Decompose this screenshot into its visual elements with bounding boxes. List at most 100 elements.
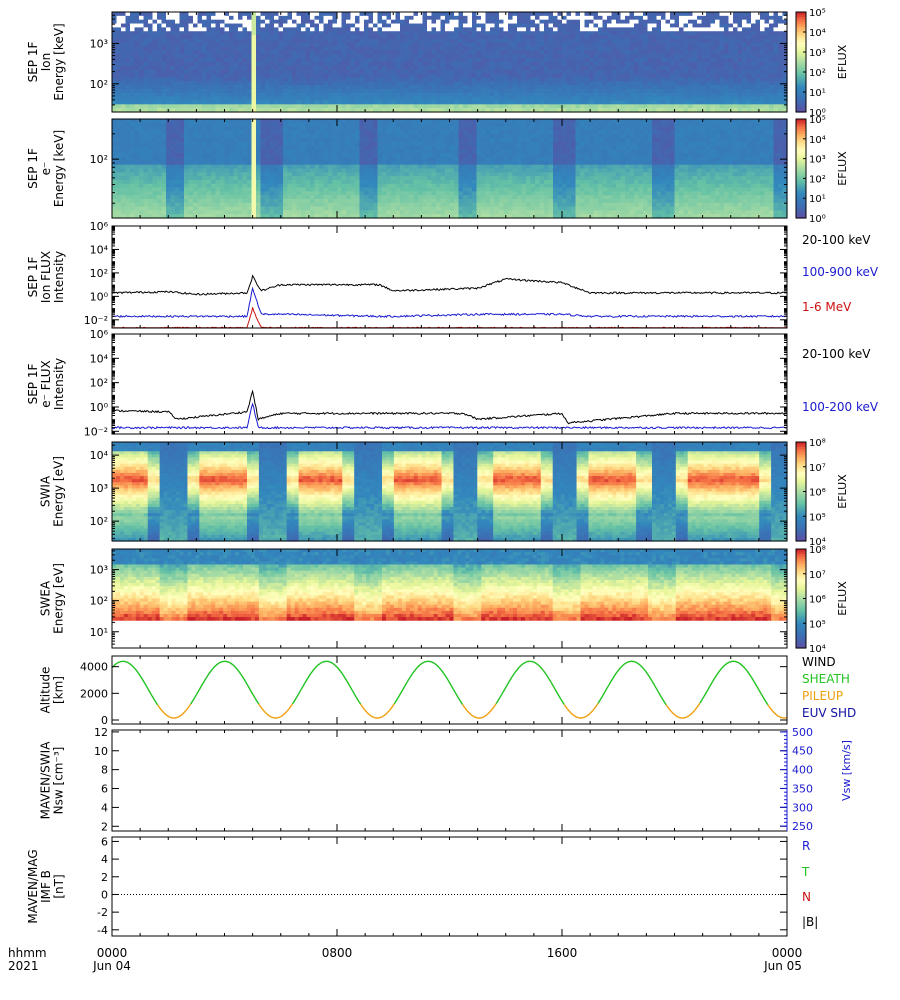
sep_e_spec-pixel — [175, 172, 181, 177]
sep_ion_spec-pixel — [211, 104, 217, 109]
sep_e_spec-pixel — [238, 214, 244, 219]
sep_e_spec-pixel — [143, 195, 149, 200]
sep_ion_spec-pixel — [719, 42, 725, 48]
sep_ion_spec-pixel — [184, 81, 190, 86]
sep_ion_spec-pixel — [773, 65, 779, 71]
sep_e_spec-pixel — [125, 191, 131, 196]
sep_e_spec-pixel — [202, 187, 208, 192]
sep_ion_spec-pixel — [422, 42, 428, 48]
sep_ion_spec-pixel — [539, 73, 545, 78]
plot-data-layer — [111, 12, 788, 895]
sep_ion_spec-pixel — [391, 100, 397, 105]
sep_ion_spec-pixel — [535, 31, 541, 36]
sep_ion_spec-pixel — [724, 38, 730, 44]
sep_e_spec-pixel — [166, 149, 172, 154]
sep_e_spec-pixel — [193, 214, 199, 219]
sep_e_spec-pixel — [112, 214, 118, 219]
sep_ion_spec-pixel — [625, 81, 631, 86]
sep_ion_spec-pixel — [148, 88, 154, 94]
sep_ion_spec-pixel — [728, 92, 734, 98]
sep_ion_spec-pixel — [778, 108, 784, 113]
sep_ion_spec-pixel — [130, 65, 136, 71]
sep_ion_spec-pixel — [742, 12, 748, 17]
sep_ion_spec-pixel — [674, 38, 680, 44]
sep_ion_spec-pixel — [697, 58, 703, 63]
sep_e_spec-pixel — [206, 206, 212, 211]
sep_ion_spec-pixel — [395, 73, 401, 78]
sep_ion_spec-pixel — [769, 92, 775, 98]
sep_ion_spec-pixel — [616, 104, 622, 109]
sep_e_spec-pixel — [152, 145, 158, 151]
sep_ion_spec-pixel — [449, 96, 455, 102]
sep_ion_spec-pixel — [301, 42, 307, 48]
sep_ion_spec-pixel — [616, 62, 622, 67]
sep_e_spec-pixel — [242, 202, 248, 208]
sep_e_spec-pixel — [188, 134, 194, 139]
sep_ion_spec-pixel — [157, 27, 163, 32]
sep_ion_spec-pixel — [764, 65, 770, 71]
sep_ion_spec-pixel — [481, 81, 487, 86]
sep_ion_spec-pixel — [769, 100, 775, 105]
sep_ion_spec-pixel — [341, 38, 347, 44]
sep_ion_spec-pixel — [269, 54, 275, 59]
sep_ion_spec-pixel — [166, 19, 172, 25]
sep_ion_spec-pixel — [152, 15, 158, 21]
sep_e_spec-pixel — [242, 141, 248, 147]
sep_ion_spec-pixel — [724, 23, 730, 28]
sep_ion_spec-pixel — [643, 62, 649, 67]
sep_ion_spec-pixel — [683, 19, 689, 25]
sep_ion_spec-pixel — [688, 62, 694, 67]
sep_e_spec-pixel — [184, 157, 190, 162]
sep_ion_spec-pixel — [328, 54, 334, 59]
sep_ion_spec-pixel — [539, 46, 545, 52]
sep_ion_spec-pixel — [274, 85, 280, 90]
sep_ion_spec-pixel — [373, 92, 379, 98]
sep_ion_spec-pixel — [548, 73, 554, 78]
sep_e_spec-pixel — [112, 149, 118, 154]
sep_ion_spec-pixel — [607, 15, 613, 21]
sep_ion_spec-pixel — [440, 31, 446, 36]
sep_ion_spec-pixel — [467, 92, 473, 98]
sep_e_spec-pixel — [269, 119, 275, 124]
sep_ion_spec-pixel — [184, 27, 190, 32]
sep_ion_spec-pixel — [566, 108, 572, 113]
sep_ion_spec-pixel — [175, 31, 181, 36]
sep_ion_spec-pixel — [283, 42, 289, 48]
sep_ion_spec-pixel — [629, 50, 635, 55]
sep_ion_spec-pixel — [112, 31, 118, 36]
sep_ion_spec-pixel — [323, 42, 329, 48]
sep_ion_spec-pixel — [665, 104, 671, 109]
sep_ion_spec-pixel — [656, 15, 662, 21]
sep_e_spec-pixel — [283, 119, 289, 124]
sep_e_spec-pixel — [161, 202, 167, 208]
sep_ion_spec-pixel — [472, 73, 478, 78]
sep_ion_spec-pixel — [310, 85, 316, 90]
sep_e_spec-pixel — [229, 130, 235, 135]
sep_ion_spec-pixel — [562, 50, 568, 55]
sep_ion_spec-pixel — [458, 77, 464, 82]
sep_ion_spec-pixel — [737, 27, 743, 32]
sep_e_spec-pixel — [197, 214, 203, 219]
sep_ion_spec-pixel — [242, 31, 248, 36]
sep_e_spec-pixel — [152, 195, 158, 200]
sep_e_spec-pixel — [175, 145, 181, 151]
sep_ion_spec-pixel — [728, 50, 734, 55]
sep_ion_spec-pixel — [733, 92, 739, 98]
sep_ion_spec-pixel — [377, 85, 383, 90]
sep_e_spec-pixel — [242, 198, 248, 204]
sep_ion_spec-pixel — [733, 96, 739, 102]
sep_ion_spec-pixel — [251, 15, 257, 21]
sep_e_spec-pixel — [143, 187, 149, 192]
sep_ion_spec-pixel — [202, 23, 208, 28]
sep_ion_spec-pixel — [647, 12, 653, 17]
sep_ion_spec-pixel — [449, 81, 455, 86]
sep_ion_spec-pixel — [634, 54, 640, 59]
sep_e_spec-pixel — [265, 164, 271, 170]
sep_ion_spec-pixel — [350, 85, 356, 90]
sep_e_spec-pixel — [242, 130, 248, 135]
sep_e_spec-pixel — [175, 183, 181, 189]
sep_ion_spec-pixel — [742, 38, 748, 44]
sep_ion_spec-pixel — [463, 100, 469, 105]
sep_e_spec-pixel — [179, 179, 185, 185]
sep_ion_spec-pixel — [359, 69, 365, 75]
